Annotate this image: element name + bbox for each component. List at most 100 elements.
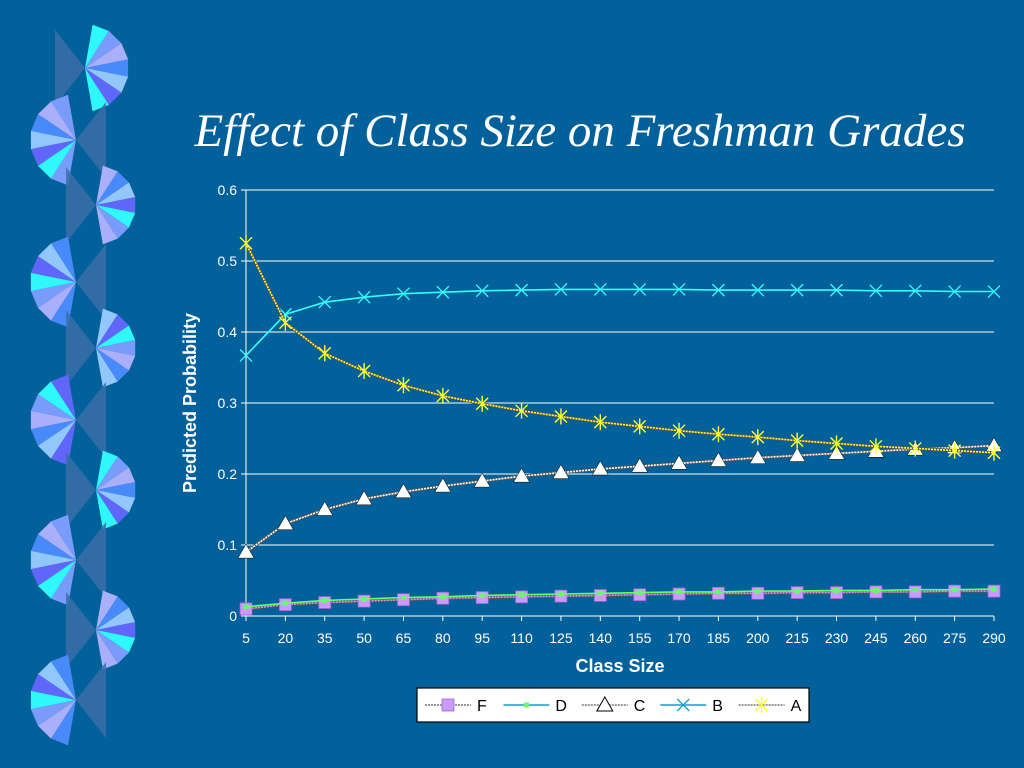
legend-item-a: A [738,697,802,715]
series-line [245,288,994,356]
data-point-c [276,515,294,530]
x-tick-label: 290 [982,630,1006,646]
data-point-d [912,587,918,593]
data-point-c [434,477,452,493]
x-tick-label: 155 [628,630,652,646]
data-point-c [591,460,609,476]
data-point-b [239,348,253,362]
x-tick-label: 80 [435,630,451,646]
series-line-shadow [244,242,995,455]
data-point-a [948,442,962,459]
data-point-a [436,387,450,404]
x-tick-label: 245 [864,630,888,646]
series-line [245,242,995,454]
series-d [243,586,997,610]
data-point-c [749,449,767,464]
data-point-a [554,408,568,425]
data-point-a [593,414,607,431]
series-line [245,590,994,610]
data-point-a [908,440,922,457]
x-tick-label: 200 [746,630,770,646]
y-tick-label: 0 [229,608,237,624]
x-tick-label: 35 [317,630,333,646]
data-point-a [396,377,410,394]
x-tick-label: 5 [242,630,250,646]
data-point-a [672,422,686,439]
data-point-b [711,283,725,297]
series-b [239,282,1001,362]
x-tick-label: 50 [356,630,372,646]
data-point-a [318,345,332,362]
y-tick-label: 0.2 [218,466,238,482]
data-point-a [830,435,844,452]
data-point-c [552,464,570,479]
x-tick-label: 215 [785,630,809,646]
data-point-b [830,283,843,297]
y-tick-label: 0.6 [218,182,238,198]
fan-ornament [30,374,106,466]
data-point-c [670,454,688,470]
data-point-d [282,600,288,606]
data-point-d [322,597,328,603]
data-point-b [593,282,607,296]
data-point-b [633,282,647,296]
legend-marker-b [676,698,690,712]
series-a [239,235,1001,461]
data-point-d [440,594,446,600]
tick-labels: 0 0.1 0.2 0.3 0.4 0.5 0.6 5 20 35 50 65 80 95 110 125 14… [218,182,1006,646]
legend-item-c: C [581,695,646,715]
x-tick-label: 170 [667,630,691,646]
x-tick-label: 65 [396,630,412,646]
data-point-d [637,590,643,596]
data-point-b [987,285,1001,298]
data-point-b [318,295,332,309]
x-tick-label: 185 [707,630,731,646]
x-tick-label: 230 [825,630,849,646]
series-line-shadow [245,444,995,554]
data-point-a [239,235,253,252]
axes [241,189,995,621]
data-point-a [751,429,765,446]
data-point-b [908,284,922,298]
y-tick-label: 0.1 [218,537,238,553]
data-point-a [711,426,725,443]
fan-ornament [66,308,136,388]
data-point-c [828,444,845,460]
y-tick-label: 0.4 [218,324,238,340]
data-point-c [395,483,412,498]
data-point-b [357,290,371,304]
data-point-d [755,588,761,594]
fan-ornament [66,165,136,245]
data-point-d [479,592,485,598]
data-point-c [316,500,334,516]
legend-item-d: D [503,698,567,715]
data-point-d [400,595,406,601]
data-point-b [515,283,529,297]
x-tick-label: 275 [943,630,967,646]
data-point-c [355,490,373,506]
fan-ornament [30,654,106,746]
data-point-a [633,418,647,435]
legend-marker-a [755,697,769,713]
data-point-c [237,543,255,559]
data-point-d [243,604,249,610]
data-point-b [869,284,883,298]
x-tick-label: 125 [549,630,573,646]
legend-marker-c [595,695,614,712]
legend-label-c: C [634,698,646,715]
data-point-a [475,395,489,412]
data-point-d [361,596,367,602]
data-point-a [515,402,529,419]
fan-ornament [30,514,106,606]
series-c [237,437,1003,559]
x-tick-label: 95 [474,630,490,646]
data-point-d [834,587,840,593]
data-point-a [987,444,1001,461]
data-point-c [631,457,649,473]
legend-marker-d [523,702,529,708]
fan-ornament [55,24,129,112]
data-point-b [672,282,686,296]
legend-label-b: B [712,698,723,715]
data-point-d [952,587,958,593]
